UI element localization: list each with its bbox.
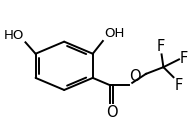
Text: F: F (174, 78, 183, 93)
Text: OH: OH (104, 27, 124, 40)
Text: F: F (180, 52, 188, 66)
Text: O: O (129, 69, 141, 85)
Text: O: O (106, 105, 118, 120)
Text: HO: HO (4, 29, 25, 42)
Text: F: F (157, 39, 165, 54)
